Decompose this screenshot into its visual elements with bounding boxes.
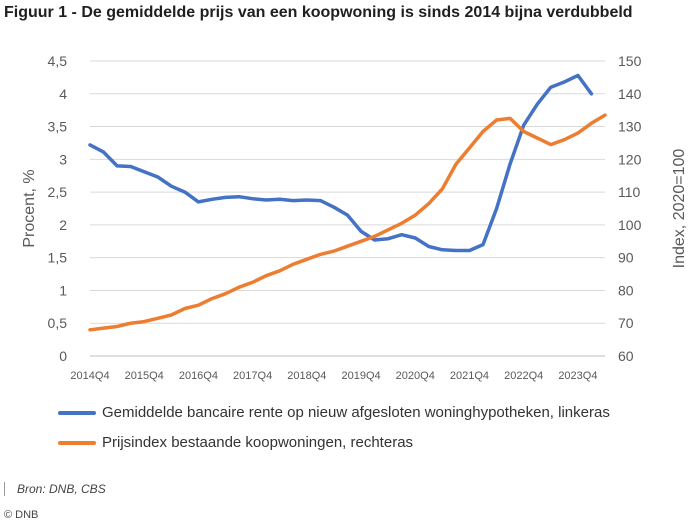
right-axis-label: Index, 2020=100: [671, 149, 688, 269]
x-tick-label: 2017Q4: [233, 370, 272, 382]
right-tick-label: 120: [618, 151, 642, 167]
legend-swatch-rente: [58, 411, 96, 416]
x-tick-label: 2015Q4: [125, 370, 164, 382]
right-tick-label: 80: [618, 282, 634, 298]
x-tick-label: 2022Q4: [504, 370, 543, 382]
left-tick-label: 2: [59, 217, 67, 233]
right-tick-label: 70: [618, 315, 634, 331]
left-tick-label: 4,5: [48, 53, 68, 69]
legend-label-rente: Gemiddelde bancaire rente op nieuw afges…: [102, 404, 610, 421]
left-tick-label: 0: [59, 348, 67, 364]
right-axis-ticks: 60 70 80 90 100 110 120 130 140 150: [618, 53, 642, 364]
left-tick-label: 0,5: [48, 315, 68, 331]
copyright: © DNB: [4, 509, 39, 521]
gridlines: [90, 60, 605, 357]
series-line-rente: [88, 73, 594, 253]
right-tick-label: 110: [618, 184, 641, 200]
right-tick-label: 100: [618, 217, 642, 233]
left-tick-label: 3,5: [48, 119, 68, 135]
series-line-index: [88, 113, 607, 332]
line-chart: 0 0,5 1 1,5 2 2,5 3 3,5 4 4,5 60 70 80 90 100 110 120 13…: [21, 53, 688, 382]
left-tick-label: 3: [59, 151, 67, 167]
x-tick-label: 2019Q4: [341, 370, 380, 382]
x-tick-label: 2021Q4: [450, 370, 489, 382]
legend-label-index: Prijsindex bestaande koopwoningen, recht…: [102, 434, 414, 451]
x-tick-label: 2018Q4: [287, 370, 326, 382]
x-axis-ticks: 2014Q4 2015Q4 2016Q4 2017Q4 2018Q4 2019Q4 2020…: [70, 370, 597, 382]
legend-swatch-index: [58, 441, 96, 446]
x-tick-label: 2023Q4: [558, 370, 597, 382]
right-tick-label: 150: [618, 53, 642, 69]
chart-title: Figuur 1 - De gemiddelde prijs van een k…: [4, 4, 633, 21]
left-tick-label: 1,5: [48, 250, 68, 266]
left-tick-label: 4: [59, 86, 67, 102]
source-note: Bron: DNB, CBS: [4, 482, 106, 496]
legend-item-rente: Gemiddelde bancaire rente op nieuw afges…: [58, 404, 610, 421]
right-tick-label: 60: [618, 348, 634, 364]
right-tick-label: 140: [618, 86, 642, 102]
right-tick-label: 130: [618, 119, 642, 135]
left-axis-label: Procent, %: [21, 169, 38, 247]
series-lines: [88, 73, 607, 332]
x-tick-label: 2014Q4: [70, 370, 109, 382]
left-tick-label: 1: [59, 282, 67, 298]
left-axis-ticks: 0 0,5 1 1,5 2 2,5 3 3,5 4 4,5: [48, 53, 68, 364]
left-tick-label: 2,5: [48, 184, 68, 200]
legend-item-index: Prijsindex bestaande koopwoningen, recht…: [58, 434, 413, 451]
right-tick-label: 90: [618, 250, 634, 266]
x-tick-label: 2020Q4: [396, 370, 435, 382]
x-tick-label: 2016Q4: [179, 370, 218, 382]
